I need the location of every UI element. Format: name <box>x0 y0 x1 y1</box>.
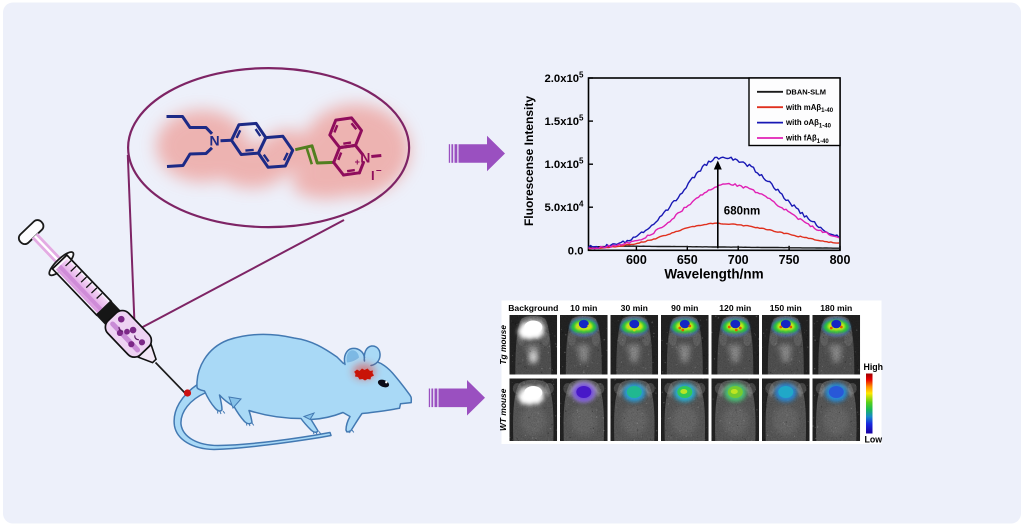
svg-text:120 min: 120 min <box>719 303 751 313</box>
svg-text:Low: Low <box>865 435 883 445</box>
svg-text:with fAβ1-40: with fAβ1-40 <box>785 134 829 145</box>
svg-text:with mAβ1-40: with mAβ1-40 <box>785 103 834 114</box>
svg-text:90 min: 90 min <box>671 303 698 313</box>
svg-text:5.0x104: 5.0x104 <box>544 200 584 215</box>
svg-text:2.0x105: 2.0x105 <box>544 71 584 86</box>
svg-text:680nm: 680nm <box>724 206 760 218</box>
svg-text:Wavelength/nm: Wavelength/nm <box>664 267 763 282</box>
svg-text:Fluorescense Intensity: Fluorescense Intensity <box>522 96 536 226</box>
svg-text:Background: Background <box>508 303 558 313</box>
svg-text:N: N <box>360 150 370 166</box>
svg-text:700: 700 <box>728 253 749 267</box>
svg-text:–: – <box>376 165 382 176</box>
svg-text:800: 800 <box>830 253 851 267</box>
svg-text:750: 750 <box>779 253 800 267</box>
svg-text:10 min: 10 min <box>570 303 597 313</box>
svg-text:1.5x105: 1.5x105 <box>544 114 584 129</box>
svg-text:WT mouse: WT mouse <box>498 388 508 431</box>
svg-text:1.0x105: 1.0x105 <box>544 157 584 172</box>
svg-text:600: 600 <box>626 253 647 267</box>
svg-text:150 min: 150 min <box>770 303 802 313</box>
svg-text:650: 650 <box>677 253 698 267</box>
svg-text:with oAβ1-40: with oAβ1-40 <box>785 118 832 129</box>
svg-text:DBAN-SLM: DBAN-SLM <box>786 87 826 96</box>
svg-text:High: High <box>864 362 884 372</box>
svg-text:30 min: 30 min <box>621 303 648 313</box>
svg-text:N: N <box>209 132 219 148</box>
svg-text:+: + <box>355 157 360 167</box>
svg-text:I: I <box>371 168 375 183</box>
svg-text:0.0: 0.0 <box>568 245 584 257</box>
svg-text:Tg mouse: Tg mouse <box>498 325 508 365</box>
svg-text:180 min: 180 min <box>820 303 852 313</box>
